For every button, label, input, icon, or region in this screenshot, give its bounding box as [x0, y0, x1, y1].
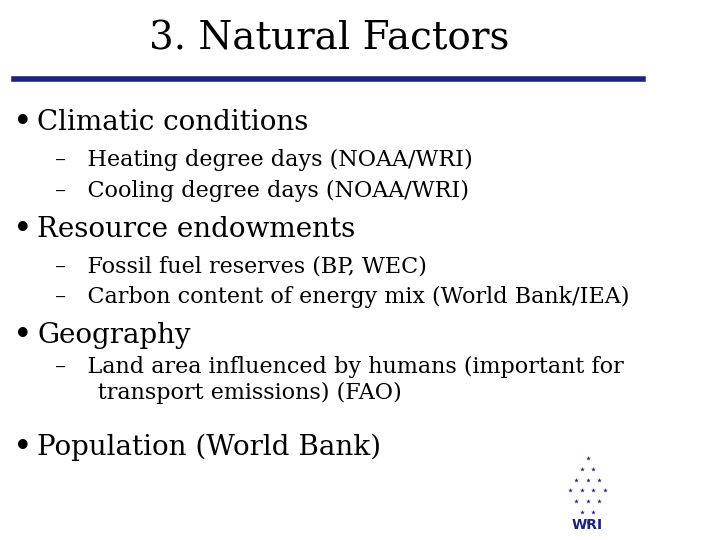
Text: –   Heating degree days (NOAA/WRI): – Heating degree days (NOAA/WRI)	[55, 149, 473, 171]
Text: •: •	[12, 213, 32, 246]
Text: Population (World Bank): Population (World Bank)	[37, 434, 382, 461]
Text: Geography: Geography	[37, 322, 191, 349]
Text: WRI: WRI	[572, 518, 603, 532]
Text: •: •	[12, 319, 32, 352]
Text: –   Fossil fuel reserves (BP, WEC): – Fossil fuel reserves (BP, WEC)	[55, 255, 427, 277]
Text: –   Carbon content of energy mix (World Bank/IEA): – Carbon content of energy mix (World Ba…	[55, 286, 629, 308]
Text: 3. Natural Factors: 3. Natural Factors	[149, 21, 509, 57]
Text: –   Cooling degree days (NOAA/WRI): – Cooling degree days (NOAA/WRI)	[55, 179, 469, 201]
Text: •: •	[12, 431, 32, 464]
Text: •: •	[12, 106, 32, 139]
Text: –   Land area influenced by humans (important for
      transport emissions) (FA: – Land area influenced by humans (import…	[55, 356, 624, 404]
Text: Resource endowments: Resource endowments	[37, 216, 356, 243]
Text: Climatic conditions: Climatic conditions	[37, 109, 309, 136]
